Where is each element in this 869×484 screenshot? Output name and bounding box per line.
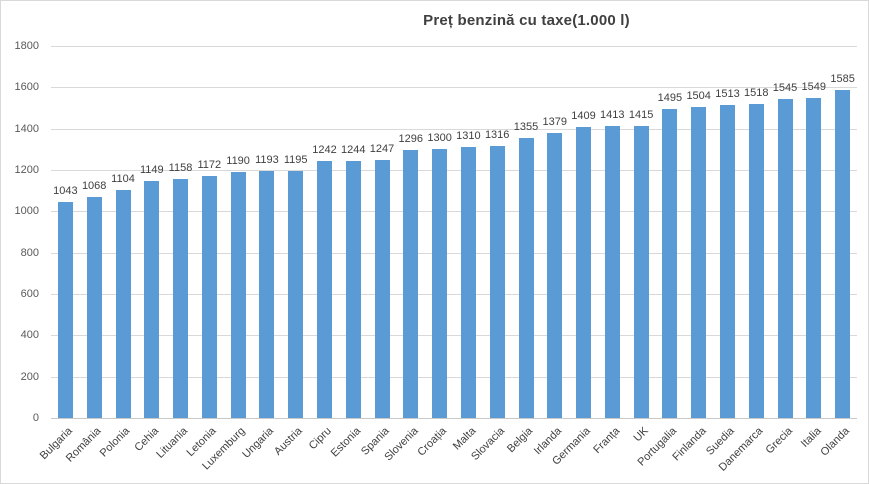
bar-value-label: 1149: [139, 163, 164, 176]
gridline: [51, 46, 857, 47]
x-axis-category-label: Ungaria: [240, 425, 277, 461]
bar: [115, 189, 131, 418]
bar-value-label: 1513: [715, 88, 740, 101]
x-axis-category-label: Polonia: [98, 425, 133, 460]
y-axis-tick-label: 200: [20, 370, 39, 383]
y-axis-tick-label: 600: [20, 288, 39, 300]
bar: [777, 98, 793, 418]
bar: [633, 125, 649, 418]
chart-title: Preț benzină cu taxe(1.000 l): [423, 12, 630, 29]
y-axis-tick-label: 1800: [14, 40, 39, 52]
bar-value-label: 1504: [686, 90, 711, 103]
bar-value-label: 1190: [226, 155, 250, 168]
x-axis-category-label: UK: [631, 425, 651, 445]
gridline: [51, 335, 857, 337]
bar: [317, 161, 332, 418]
bar: [432, 149, 448, 418]
y-axis-tick-label: 800: [20, 246, 39, 259]
bar: [720, 105, 735, 418]
bar: [288, 171, 304, 418]
bar-value-label: 1195: [283, 154, 308, 166]
bar-value-label: 1413: [600, 109, 625, 121]
bar-value-label: 1316: [484, 129, 510, 141]
bar-value-label: 1545: [772, 81, 798, 94]
bar: [662, 109, 678, 418]
y-axis-tick-label: 1400: [14, 122, 39, 135]
x-axis-category-label: Franța: [590, 425, 622, 456]
bar-value-label: 1193: [255, 154, 279, 167]
bar-value-label: 1409: [571, 109, 596, 122]
bar: [806, 97, 822, 418]
bar: [748, 104, 764, 418]
y-axis-tick-label: 400: [20, 329, 39, 342]
bar: [230, 172, 246, 418]
bar: [86, 197, 102, 418]
bar-value-label: 1355: [513, 121, 539, 133]
x-axis-category-label: Belgia: [505, 425, 536, 456]
bar: [489, 146, 505, 418]
gridline: [51, 376, 857, 378]
bar-value-label: 1585: [830, 73, 855, 86]
x-axis-category-label: Olanda: [818, 425, 853, 459]
gridline: [51, 87, 857, 89]
bar-value-label: 1296: [398, 133, 424, 146]
bar: [259, 171, 275, 418]
bar: [57, 202, 73, 418]
y-axis-tick-label: 1200: [14, 164, 39, 176]
bar-value-label: 1104: [111, 172, 135, 185]
bar: [144, 180, 160, 418]
bar-value-label: 1068: [81, 180, 107, 193]
bar: [345, 160, 361, 418]
bar-value-label: 1495: [657, 92, 683, 104]
bar: [518, 138, 534, 418]
bar-value-label: 1158: [168, 161, 193, 174]
bar-value-label: 1043: [53, 185, 78, 198]
x-axis-category-label: Croația: [415, 425, 450, 459]
gridline: [51, 252, 857, 254]
bar: [604, 126, 620, 418]
bar: [201, 175, 217, 418]
bar-value-label: 1415: [628, 108, 654, 121]
x-axis-category-label: Estonia: [328, 425, 363, 460]
x-axis-category-label: Lituania: [154, 425, 190, 461]
gridline: [51, 128, 857, 130]
bar: [374, 160, 390, 418]
x-axis-category-label: Austria: [272, 425, 306, 458]
bar-value-label: 1310: [456, 130, 481, 143]
y-axis-tick-label: 0: [32, 412, 39, 424]
bar-value-label: 1379: [542, 116, 568, 128]
bar-value-label: 1247: [369, 143, 395, 156]
gridline: [51, 211, 857, 213]
x-axis-category-label: Italia: [798, 425, 824, 450]
gridline: [51, 294, 857, 295]
gridline: [51, 170, 857, 171]
bar-value-label: 1172: [197, 158, 222, 171]
bar: [460, 147, 476, 418]
bar-value-label: 1244: [341, 143, 366, 156]
bar-value-label: 1300: [427, 132, 452, 145]
y-axis-tick-label: 1600: [14, 81, 39, 94]
x-axis-line: [51, 418, 857, 419]
bar: [576, 126, 591, 418]
bar: [691, 107, 707, 418]
bar-value-label: 1549: [801, 80, 827, 93]
bar-value-label: 1518: [744, 87, 769, 100]
y-axis-tick-label: 1000: [14, 205, 39, 218]
bar: [835, 90, 851, 418]
x-axis-category-label: Grecia: [763, 425, 795, 457]
bar-value-label: 1242: [312, 144, 337, 157]
bar: [403, 150, 419, 418]
bar: [173, 178, 188, 418]
bar: [547, 133, 563, 418]
